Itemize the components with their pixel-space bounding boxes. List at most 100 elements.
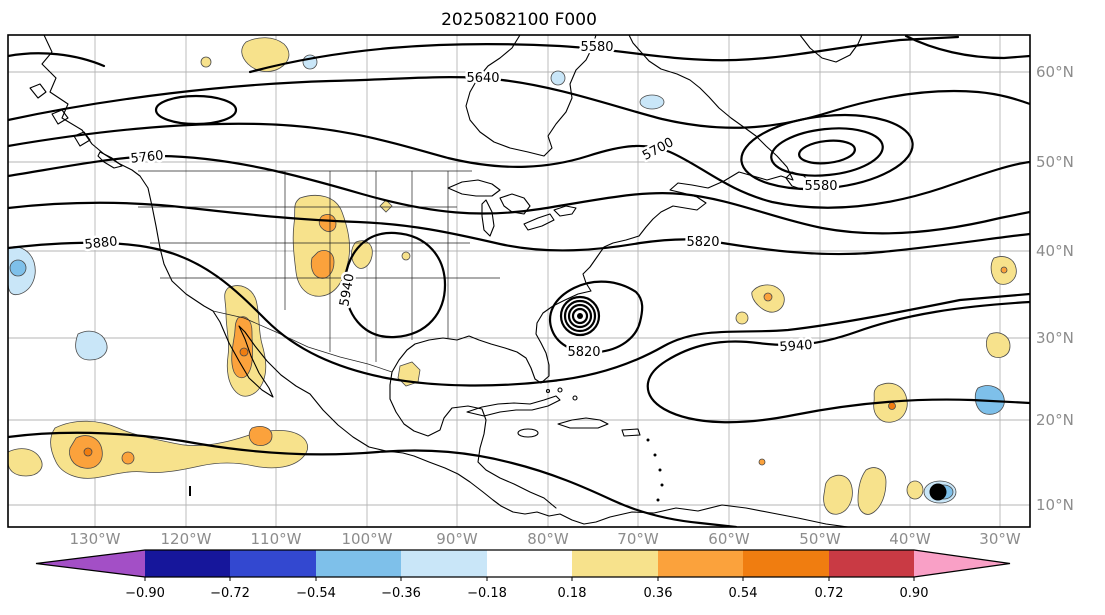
positive-anomaly-region: [379, 199, 393, 213]
border-us-mexico: [212, 310, 393, 373]
colorbar-segment: [145, 550, 230, 577]
colorbar-extend-left: [36, 550, 145, 577]
contour-label: 5820: [686, 235, 719, 250]
contour-label: 5640: [466, 71, 499, 86]
island-antilles: [653, 453, 657, 457]
colorbar-tick-label: −0.18: [467, 586, 507, 601]
lon-tick-label: 60°W: [708, 530, 750, 548]
colorbar-extend-right: [914, 550, 1010, 577]
colorbar-segment: [230, 550, 316, 577]
positive-anomaly-core-deep: [83, 447, 93, 457]
colorbar-tick-labels: −0.90 −0.72 −0.54 −0.36 −0.18 0.18 0.36 …: [125, 586, 928, 601]
contour-5940-atlantic: [646, 300, 1030, 424]
colorbar-tick-label: −0.72: [210, 586, 250, 601]
hurricane-symbol: [559, 295, 601, 337]
closed-contour-low-inner: [798, 139, 856, 165]
island-cuba: [466, 395, 561, 417]
gridlines: [8, 35, 1030, 527]
island-bahamas: [572, 395, 578, 401]
colorbar-tick-label: −0.54: [296, 586, 336, 601]
contour-top-right: [904, 35, 1030, 60]
lon-tick-label: 80°W: [527, 530, 569, 548]
positive-anomaly-core-deep: [239, 347, 249, 357]
coastline-greenland-tip: [799, 35, 863, 63]
lon-tick-label: 110°W: [251, 530, 302, 548]
positive-anomaly-core: [121, 451, 135, 465]
contour-label: 5760: [130, 148, 164, 166]
colorbar-tick-label: 0.18: [558, 586, 587, 601]
positive-anomaly-region: [8, 448, 43, 477]
plot-frame: [7, 34, 1031, 528]
contour-5880: [8, 241, 1030, 387]
contour-5940-ridge: [343, 231, 447, 339]
positive-anomaly-region: [735, 311, 749, 325]
contour-5700: [8, 122, 1030, 209]
lake-michigan: [481, 199, 495, 237]
colorbar-tick-label: −0.90: [125, 586, 165, 601]
lon-tick-label: 130°W: [70, 530, 121, 548]
island-hispaniola: [557, 417, 609, 429]
hurricane-ring: [571, 307, 589, 325]
island-antilles: [660, 483, 664, 487]
marker-dot: [929, 483, 947, 501]
positive-anomaly-region: [50, 420, 308, 479]
lon-tick-label: 90°W: [436, 530, 478, 548]
colorbar-tick-label: 0.72: [815, 586, 844, 601]
contour-south: [8, 431, 738, 527]
colorbar-segment: [743, 550, 829, 577]
contour-label: 5940: [779, 338, 813, 355]
positive-anomaly-region: [857, 467, 887, 515]
lat-tick-label: 50°N: [1036, 153, 1074, 171]
lat-tick-label: 40°N: [1036, 242, 1074, 260]
contour-label: 5820: [567, 345, 600, 360]
positive-anomaly-core: [318, 214, 337, 232]
positive-anomaly-region: [906, 480, 924, 500]
negative-anomaly-region: [550, 70, 566, 86]
contour-label: 5880: [84, 234, 118, 252]
positive-anomaly-core: [758, 458, 766, 466]
lat-tick-label: 30°N: [1036, 329, 1074, 347]
colorbar-segment: [401, 550, 487, 577]
colorbar-tick-label: 0.90: [900, 586, 929, 601]
colorbar-segment: [316, 550, 401, 577]
lon-tick-label: 70°W: [617, 530, 659, 548]
island-antilles: [658, 468, 662, 472]
island-antilles: [646, 438, 650, 442]
hurricane-ring: [563, 299, 597, 333]
coastline-gulf-atlantic: [389, 35, 794, 509]
colorbar-tick-label: 0.36: [644, 586, 673, 601]
lon-tick-label: 120°W: [161, 530, 212, 548]
closed-contour-nw: [154, 94, 238, 126]
hurricane-center: [577, 313, 583, 319]
negative-anomaly-region: [639, 94, 665, 110]
alaska-island: [51, 109, 69, 125]
lat-tick-label: 60°N: [1036, 63, 1074, 81]
y-axis-labels: 60°N 50°N 40°N 30°N 20°N 10°N: [1036, 63, 1074, 514]
contour-5820: [8, 201, 1030, 256]
colorbar-segment: [487, 550, 572, 577]
positive-anomaly-region: [823, 474, 853, 515]
positive-anomaly-region: [986, 332, 1011, 358]
island-bahamas: [557, 387, 563, 393]
positive-anomaly-core: [1000, 266, 1008, 274]
colorbar-segment: [658, 550, 743, 577]
lake-ontario: [553, 205, 577, 217]
hurricane-ring: [567, 303, 593, 329]
colorbar-tick-label: −0.36: [381, 586, 421, 601]
x-axis-labels: 130°W 120°W 110°W 100°W 90°W 80°W 70°W 6…: [70, 530, 1021, 548]
colorbar-tick-label: 0.54: [729, 586, 758, 601]
contour-5760: [8, 154, 1030, 235]
positive-anomaly-region: [401, 251, 411, 261]
lake-erie: [523, 213, 555, 231]
negative-anomaly-core: [9, 259, 27, 277]
alaska-island: [73, 131, 91, 147]
closed-contour-low-outer: [740, 113, 914, 191]
lat-tick-label: 10°N: [1036, 496, 1074, 514]
island-jamaica: [517, 428, 539, 438]
positive-anomaly-core: [248, 426, 273, 446]
contour-5580-top: [248, 35, 960, 74]
colorbar: −0.90 −0.72 −0.54 −0.36 −0.18 0.18 0.36 …: [35, 549, 1011, 601]
colorbar-segment: [829, 550, 914, 577]
